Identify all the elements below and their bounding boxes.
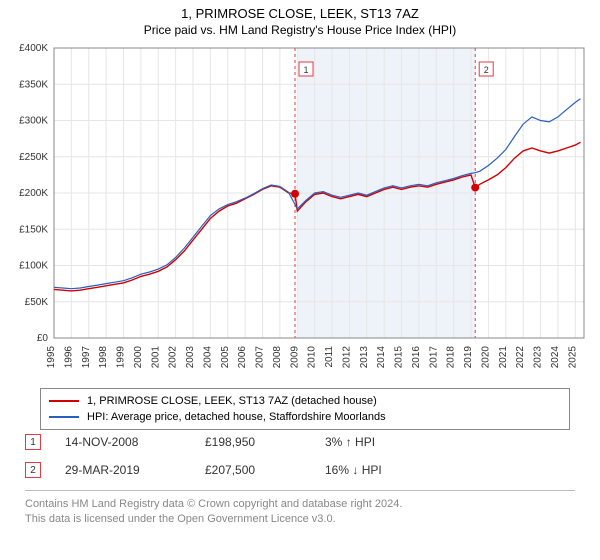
svg-text:2018: 2018 <box>446 346 457 369</box>
sale-date-2: 29-MAR-2019 <box>65 463 205 477</box>
sales-table: 1 14-NOV-2008 £198,950 3% ↑ HPI 2 29-MAR… <box>25 428 575 484</box>
attribution-line1: Contains HM Land Registry data © Crown c… <box>25 497 575 512</box>
svg-text:£350K: £350K <box>19 79 48 90</box>
page-title: 1, PRIMROSE CLOSE, LEEK, ST13 7AZ <box>0 6 600 21</box>
svg-text:1995: 1995 <box>46 346 57 369</box>
sale-hpi-1: 3% ↑ HPI <box>325 435 375 449</box>
svg-text:2008: 2008 <box>272 346 283 369</box>
svg-text:2024: 2024 <box>550 346 561 369</box>
chart-svg: £0 £50K £100K £150K £200K £250K £300K £350K £400… <box>8 42 592 382</box>
sale-row-1: 1 14-NOV-2008 £198,950 3% ↑ HPI <box>25 428 575 456</box>
svg-text:2011: 2011 <box>324 346 335 368</box>
legend: 1, PRIMROSE CLOSE, LEEK, ST13 7AZ (detac… <box>40 388 570 430</box>
svg-text:£0: £0 <box>37 333 49 344</box>
svg-text:£400K: £400K <box>19 43 48 54</box>
svg-text:1999: 1999 <box>116 346 127 369</box>
attribution: Contains HM Land Registry data © Crown c… <box>25 490 575 527</box>
svg-text:1996: 1996 <box>63 346 74 369</box>
svg-text:2010: 2010 <box>307 346 318 369</box>
legend-row-property: 1, PRIMROSE CLOSE, LEEK, ST13 7AZ (detac… <box>49 393 561 409</box>
legend-swatch-property <box>49 400 79 402</box>
svg-text:2020: 2020 <box>480 346 491 369</box>
svg-text:2016: 2016 <box>411 346 422 369</box>
sale-row-2: 2 29-MAR-2019 £207,500 16% ↓ HPI <box>25 456 575 484</box>
svg-text:2000: 2000 <box>133 346 144 369</box>
svg-text:2017: 2017 <box>428 346 439 369</box>
svg-text:2002: 2002 <box>168 346 179 369</box>
svg-text:2001: 2001 <box>150 346 161 369</box>
svg-text:2023: 2023 <box>533 346 544 369</box>
price-chart: £0 £50K £100K £150K £200K £250K £300K £350K £400… <box>8 42 592 382</box>
svg-text:£200K: £200K <box>19 188 48 199</box>
svg-text:2015: 2015 <box>394 346 405 369</box>
sale-marker-1: 1 <box>25 434 41 450</box>
svg-text:2012: 2012 <box>341 346 352 369</box>
arrow-up-icon: ↑ <box>346 435 352 449</box>
sale-price-2: £207,500 <box>205 463 325 477</box>
sale-marker-2: 2 <box>25 462 41 478</box>
svg-text:£100K: £100K <box>19 261 48 272</box>
legend-label-hpi: HPI: Average price, detached house, Staf… <box>87 411 386 423</box>
sale-price-1: £198,950 <box>205 435 325 449</box>
svg-text:2006: 2006 <box>237 346 248 369</box>
legend-row-hpi: HPI: Average price, detached house, Staf… <box>49 409 561 425</box>
svg-text:2003: 2003 <box>185 346 196 369</box>
page-subtitle: Price paid vs. HM Land Registry's House … <box>0 23 600 37</box>
arrow-down-icon: ↓ <box>352 463 358 477</box>
svg-text:1998: 1998 <box>98 346 109 369</box>
svg-text:2004: 2004 <box>202 346 213 369</box>
attribution-line2: This data is licensed under the Open Gov… <box>25 512 575 527</box>
svg-text:£150K: £150K <box>19 224 48 235</box>
svg-text:£300K: £300K <box>19 116 48 127</box>
svg-text:£250K: £250K <box>19 152 48 163</box>
svg-text:2: 2 <box>484 65 489 75</box>
svg-text:2007: 2007 <box>255 346 266 369</box>
svg-text:2019: 2019 <box>463 346 474 369</box>
svg-text:2013: 2013 <box>359 346 370 369</box>
legend-label-property: 1, PRIMROSE CLOSE, LEEK, ST13 7AZ (detac… <box>87 395 377 407</box>
svg-text:1: 1 <box>304 65 309 75</box>
svg-text:1997: 1997 <box>81 346 92 369</box>
svg-text:2014: 2014 <box>376 346 387 369</box>
sale-date-1: 14-NOV-2008 <box>65 435 205 449</box>
svg-text:2005: 2005 <box>220 346 231 369</box>
sale-hpi-2: 16% ↓ HPI <box>325 463 382 477</box>
svg-text:2021: 2021 <box>498 346 509 369</box>
legend-swatch-hpi <box>49 416 79 418</box>
svg-text:2025: 2025 <box>567 346 578 369</box>
svg-text:2022: 2022 <box>515 346 526 369</box>
svg-text:2009: 2009 <box>289 346 300 369</box>
svg-text:£50K: £50K <box>25 297 49 308</box>
title-block: 1, PRIMROSE CLOSE, LEEK, ST13 7AZ Price … <box>0 0 600 37</box>
